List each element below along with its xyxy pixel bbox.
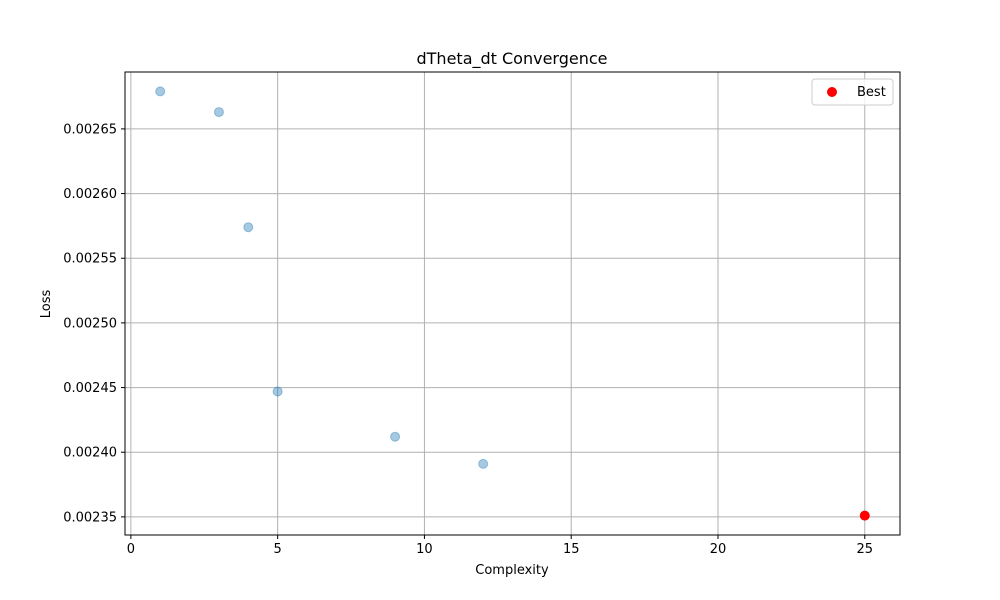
y-axis-label: Loss [39, 290, 54, 319]
y-axis-ticks: 0.00235 0.00240 0.00245 0.00250 0.00255 0.002… [63, 122, 125, 525]
x-tick-label: 20 [710, 542, 727, 557]
data-point [243, 222, 254, 233]
x-tick-label: 5 [274, 542, 282, 557]
y-tick-label: 0.00250 [63, 316, 117, 331]
legend-label-best: Best [857, 85, 886, 100]
data-point [390, 431, 401, 442]
x-tick-label: 25 [856, 542, 873, 557]
x-tick-label: 0 [127, 542, 135, 557]
data-point [213, 107, 224, 118]
data-point [155, 86, 166, 97]
data-point [272, 386, 283, 397]
legend: Best [811, 78, 894, 106]
y-tick-label: 0.00240 [63, 446, 117, 461]
x-axis-label: Complexity [475, 563, 549, 578]
y-tick-label: 0.00255 [63, 252, 117, 267]
y-tick-label: 0.00235 [63, 510, 117, 525]
data-points [155, 86, 870, 521]
y-tick-label: 0.00260 [63, 187, 117, 202]
x-tick-label: 15 [563, 542, 580, 557]
y-tick-label: 0.00265 [63, 122, 117, 137]
plot-frame [124, 71, 901, 536]
legend-box [811, 78, 894, 106]
legend-marker-best [827, 87, 837, 97]
x-axis-ticks: 0 5 10 15 20 25 [127, 535, 873, 557]
plot-area [125, 72, 900, 535]
x-tick-label: 10 [416, 542, 433, 557]
grid [125, 72, 900, 535]
chart-title: dTheta_dt Convergence [417, 49, 608, 69]
best-point [859, 510, 870, 521]
data-point [478, 458, 489, 469]
y-tick-label: 0.00245 [63, 381, 117, 396]
